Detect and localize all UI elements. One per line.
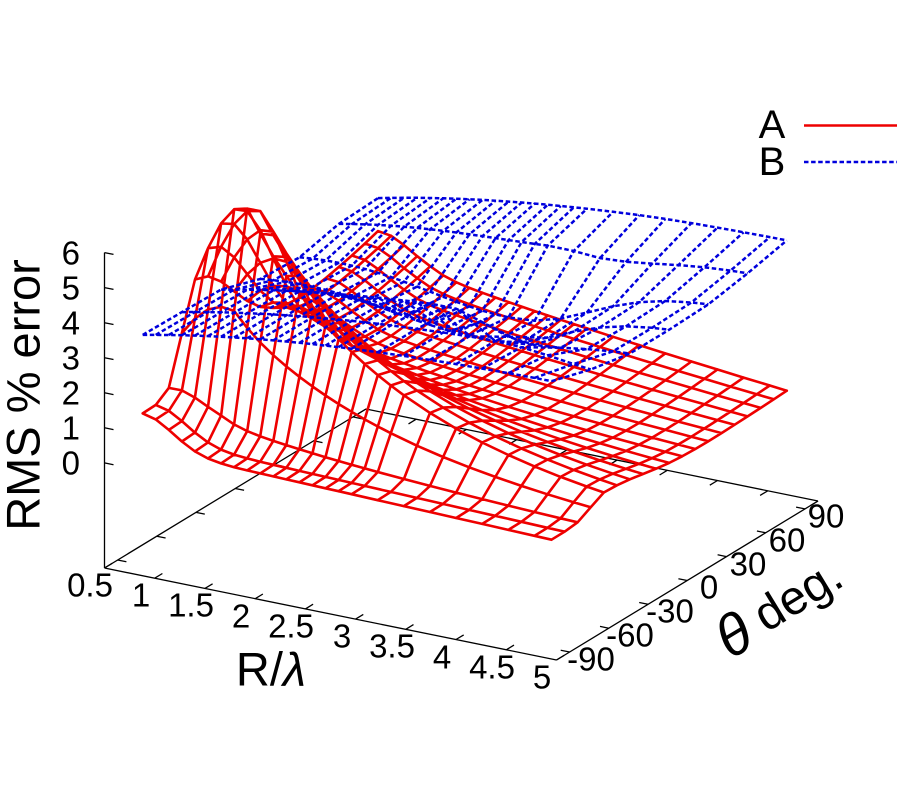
svg-text:2: 2	[232, 598, 250, 635]
svg-text:-30: -30	[646, 593, 694, 630]
svg-text:0: 0	[62, 445, 80, 482]
svg-text:30: 30	[730, 546, 767, 583]
svg-text:-60: -60	[606, 617, 654, 654]
svg-text:1: 1	[132, 577, 150, 614]
svg-text:2.5: 2.5	[268, 608, 314, 645]
svg-text:3: 3	[333, 618, 351, 655]
svg-text:0.5: 0.5	[67, 567, 113, 604]
svg-text:4: 4	[433, 639, 451, 676]
svg-text:-90: -90	[567, 641, 615, 678]
svg-text:4: 4	[62, 305, 80, 342]
svg-text:0: 0	[700, 569, 718, 606]
svg-text:3: 3	[62, 340, 80, 377]
svg-text:B: B	[759, 140, 786, 184]
svg-text:R/λ: R/λ	[236, 643, 306, 696]
svg-text:1.5: 1.5	[168, 587, 214, 624]
svg-text:90: 90	[808, 498, 845, 535]
svg-text:6: 6	[62, 235, 80, 272]
svg-text:4.5: 4.5	[469, 649, 515, 686]
svg-text:5: 5	[62, 270, 80, 307]
svg-text:5: 5	[533, 659, 551, 696]
svg-text:3.5: 3.5	[369, 628, 415, 665]
svg-text:RMS % error: RMS % error	[0, 259, 50, 531]
svg-text:60: 60	[769, 522, 806, 559]
svg-text:A: A	[759, 103, 786, 147]
svg-text:2: 2	[62, 375, 80, 412]
svg-text:1: 1	[62, 410, 80, 447]
